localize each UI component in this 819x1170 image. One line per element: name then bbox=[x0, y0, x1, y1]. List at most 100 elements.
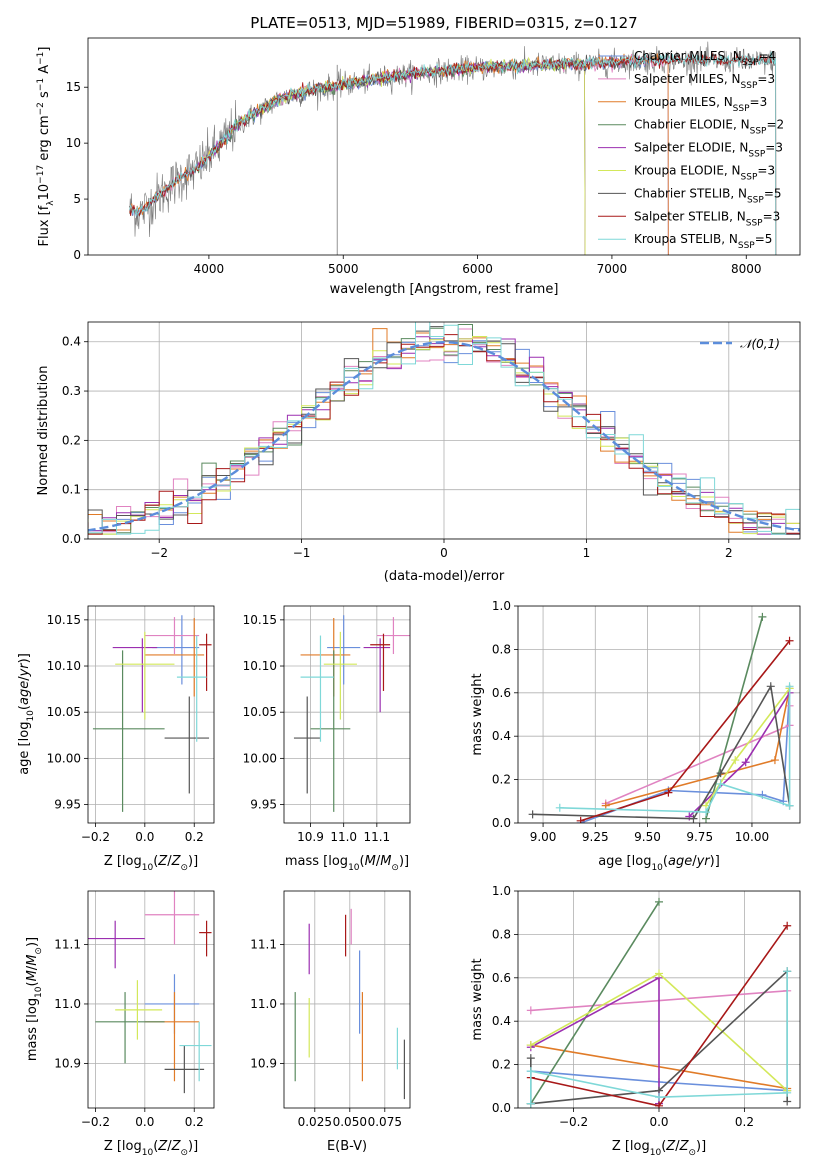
axes-frame bbox=[517, 605, 801, 824]
x-axis-label: wavelength [Angstrom, rest frame] bbox=[330, 282, 559, 297]
weight-marker bbox=[783, 1097, 792, 1106]
weight-marker bbox=[601, 801, 610, 810]
y-tick-label: 0.4 bbox=[492, 729, 511, 743]
x-tick-label: 9.00 bbox=[530, 830, 557, 844]
y-tick-label: 0.1 bbox=[62, 483, 81, 497]
axes-frame bbox=[87, 890, 215, 1109]
axes-spectrum: 4000 5000 6000 7000 8000 0 5 10 15 PLATE=0513, MJ… bbox=[36, 14, 801, 297]
y-tick-label: 0.2 bbox=[492, 773, 511, 787]
axes-frame bbox=[283, 890, 411, 1109]
y-tick-label: 9.95 bbox=[54, 798, 81, 812]
x-tick-label: 4000 bbox=[194, 262, 225, 276]
y-tick-label: 0.2 bbox=[492, 1058, 511, 1072]
y-tick-label: 10 bbox=[66, 136, 81, 150]
y-tick-label: 0.8 bbox=[492, 642, 511, 656]
y-tick-label: 10.9 bbox=[54, 1056, 81, 1070]
x-tick-label: 0.2 bbox=[185, 830, 204, 844]
model-spectrum-8 bbox=[129, 51, 777, 255]
legend-entry: Kroupa STELIB, NSSP=5 bbox=[634, 232, 772, 251]
axes-frame bbox=[517, 890, 801, 1109]
weight-marker bbox=[716, 779, 725, 788]
plot-area bbox=[284, 891, 410, 1108]
y-tick-label: 10.15 bbox=[47, 613, 81, 627]
x-tick-label: 0.0 bbox=[135, 1115, 154, 1129]
weight-marker bbox=[526, 1041, 535, 1050]
x-tick-label: 0 bbox=[440, 546, 448, 560]
x-tick-label: 0.0 bbox=[649, 1115, 668, 1129]
plot-area bbox=[518, 891, 800, 1108]
y-axis-label-text: mass [log10(M/M⊙)] bbox=[25, 937, 44, 1061]
x-axis-label: E(B-V) bbox=[327, 1139, 367, 1154]
legend-entry: Salpeter MILES, NSSP=3 bbox=[634, 72, 775, 91]
weight-marker bbox=[664, 788, 673, 797]
x-tick-label: 7000 bbox=[597, 262, 628, 276]
axes-mass_weight_vs_age: 9.00 9.25 9.50 9.75 10.00 0.0 0.2 0.4 0.6 0.8 1.0 m… bbox=[470, 599, 801, 873]
axes-age_vs_Z: −0.2 0.0 0.2 9.95 10.00 10.05 10.10 10.15 Z [log… bbox=[17, 605, 215, 873]
x-tick-label: −2 bbox=[150, 546, 168, 560]
weight-marker bbox=[702, 808, 710, 817]
axes-frame bbox=[87, 321, 801, 540]
x-tick-label: 1 bbox=[583, 546, 591, 560]
x-tick-label: −0.2 bbox=[81, 830, 110, 844]
y-tick-label: 1.0 bbox=[492, 599, 511, 613]
weight-line-3 bbox=[705, 616, 764, 819]
y-tick-label: 10.10 bbox=[47, 659, 81, 673]
y-axis-label: mass weight bbox=[470, 673, 485, 755]
normal-reference-curve bbox=[88, 340, 800, 532]
plot-area bbox=[129, 41, 777, 255]
y-tick-label: 5 bbox=[73, 192, 81, 206]
x-tick-label: 0.2 bbox=[735, 1115, 754, 1129]
x-tick-label: 0.050 bbox=[333, 1115, 367, 1129]
weight-marker bbox=[716, 769, 725, 778]
axes-mass_weight_vs_Z: −0.2 0.0 0.2 0.0 0.2 0.4 0.6 0.8 1.0 mass weight Z… bbox=[470, 884, 801, 1158]
model-spectrum-3 bbox=[195, 57, 586, 255]
plot-area bbox=[284, 606, 410, 823]
y-tick-label: 0 bbox=[73, 248, 81, 262]
plot-area bbox=[88, 606, 214, 823]
x-axis-label: Z [log10(Z/Z⊙)] bbox=[104, 854, 198, 873]
x-tick-label: 5000 bbox=[328, 262, 359, 276]
x-tick-label: 6000 bbox=[462, 262, 493, 276]
x-tick-label: 10.9 bbox=[297, 830, 324, 844]
weight-marker bbox=[526, 1067, 535, 1076]
y-tick-label: 0.4 bbox=[492, 1014, 511, 1028]
y-tick-label: 11.1 bbox=[54, 938, 81, 952]
x-tick-label: 8000 bbox=[731, 262, 762, 276]
weight-marker bbox=[766, 682, 775, 691]
weight-line-2 bbox=[605, 688, 791, 807]
y-tick-label: 15 bbox=[66, 80, 81, 94]
weight-marker bbox=[783, 921, 792, 930]
y-tick-label: 10.00 bbox=[243, 751, 277, 765]
weight-marker bbox=[783, 967, 792, 976]
x-axis-label: (data-model)/error bbox=[384, 569, 505, 584]
weight-marker bbox=[526, 1099, 535, 1108]
weight-marker bbox=[528, 810, 537, 819]
weight-marker bbox=[689, 814, 698, 823]
residual-histogram-6 bbox=[88, 326, 800, 535]
weight-line-1 bbox=[605, 705, 791, 805]
weight-line-8 bbox=[559, 686, 791, 813]
weight-line-3 bbox=[530, 901, 660, 1105]
y-tick-label: 11.0 bbox=[250, 997, 277, 1011]
legend-entry: Chabrier STELIB, NSSP=5 bbox=[634, 186, 782, 205]
y-tick-label: 10.9 bbox=[250, 1056, 277, 1070]
weight-marker bbox=[758, 612, 767, 621]
y-axis-label-text: Flux [fλ10−17 erg cm−2 s−1 A−1] bbox=[36, 47, 56, 247]
legend-entry: 𝒩(0,1) bbox=[740, 337, 780, 351]
x-tick-label: 0.075 bbox=[368, 1115, 402, 1129]
weight-marker bbox=[526, 1006, 535, 1015]
y-tick-label: 10.10 bbox=[243, 659, 277, 673]
y-axis-label: Normed distribution bbox=[36, 366, 51, 496]
y-tick-label: 1.0 bbox=[492, 884, 511, 898]
y-tick-label: 0.6 bbox=[492, 686, 511, 700]
y-tick-label: 0.6 bbox=[492, 971, 511, 985]
legend-entry: Chabrier ELODIE, NSSP=2 bbox=[634, 118, 784, 137]
axes-residuals: −2 −1 0 1 2 0.0 0.1 0.2 0.3 0.4 (data-model)/error… bbox=[36, 321, 801, 584]
legend-entry: Kroupa ELODIE, NSSP=3 bbox=[634, 164, 775, 183]
model-spectrum-4 bbox=[195, 60, 586, 255]
x-tick-label: −1 bbox=[293, 546, 311, 560]
legend-entry: Chabrier MILES, NSSP=4 bbox=[634, 49, 776, 68]
y-axis-label: Flux [fλ10−17 erg cm−2 s−1 A−1] bbox=[36, 47, 56, 247]
x-axis-label: mass [log10(M/M⊙)] bbox=[285, 854, 409, 873]
